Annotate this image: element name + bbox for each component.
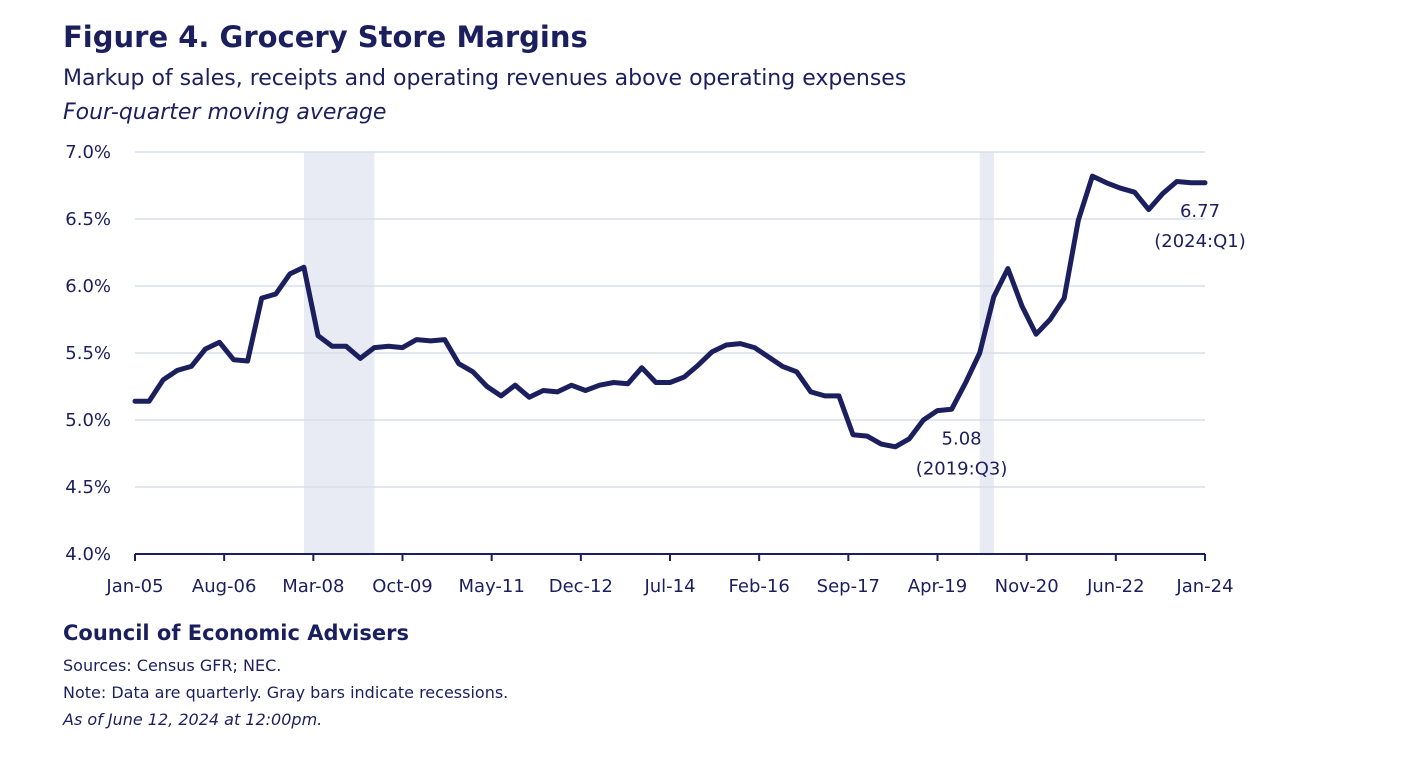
y-axis-ticks: 4.0% 4.5% 5.0% 5.5% 6.0% 6.5% 7.0% [65, 142, 111, 565]
x-tick-label: Sep-17 [817, 576, 880, 597]
series [132, 173, 1208, 450]
x-tick-label: Oct-09 [372, 576, 433, 597]
annotation-label: (2019:Q3) [916, 458, 1008, 479]
x-tick-label: Feb-16 [729, 576, 790, 597]
x-tick-label: Jun-22 [1086, 576, 1145, 597]
x-tick-label: Mar-08 [282, 576, 344, 597]
x-tick-label: Apr-19 [908, 576, 967, 597]
x-tick-label: Aug-06 [192, 576, 257, 597]
annotation-value: 6.77 [1180, 201, 1220, 222]
annotation-value: 5.08 [942, 428, 982, 449]
x-tick-label: Nov-20 [995, 576, 1059, 597]
y-tick-label: 4.0% [65, 544, 111, 565]
line-chart: 4.0% 4.5% 5.0% 5.5% 6.0% 6.5% 7.0% Jan-05 Aug-0… [65, 142, 1246, 597]
footer-organization: Council of Economic Advisers [63, 621, 409, 645]
y-tick-label: 5.5% [65, 343, 111, 364]
chart-subtitle-note: Four-quarter moving average [63, 100, 387, 125]
chart-subtitle: Markup of sales, receipts and operating … [63, 66, 907, 91]
x-tick-label: Jan-05 [105, 576, 163, 597]
x-axis-ticks: Jan-05 Aug-06 Mar-08 Oct-09 May-11 Dec-12 Jul-… [105, 554, 1234, 597]
y-tick-label: 6.0% [65, 276, 111, 297]
series-line-1 [132, 173, 1208, 450]
x-tick-label: Dec-12 [549, 576, 613, 597]
footer-as-of: As of June 12, 2024 at 12:00pm. [63, 710, 323, 729]
y-tick-label: 6.5% [65, 209, 111, 230]
y-tick-label: 7.0% [65, 142, 111, 163]
x-tick-label: Jan-24 [1175, 576, 1233, 597]
x-tick-label: Jul-14 [643, 576, 695, 597]
chart-title: Figure 4. Grocery Store Margins [63, 20, 588, 54]
annotations: 5.08 (2019:Q3) 6.77 (2024:Q1) [916, 201, 1246, 479]
gridlines [135, 151, 1205, 488]
footer-note: Note: Data are quarterly. Gray bars indi… [63, 683, 509, 702]
y-tick-label: 4.5% [65, 477, 111, 498]
x-tick-label: May-11 [459, 576, 525, 597]
y-tick-label: 5.0% [65, 410, 111, 431]
annotation-label: (2024:Q1) [1154, 231, 1246, 252]
footer-sources: Sources: Census GFR; NEC. [63, 656, 282, 675]
